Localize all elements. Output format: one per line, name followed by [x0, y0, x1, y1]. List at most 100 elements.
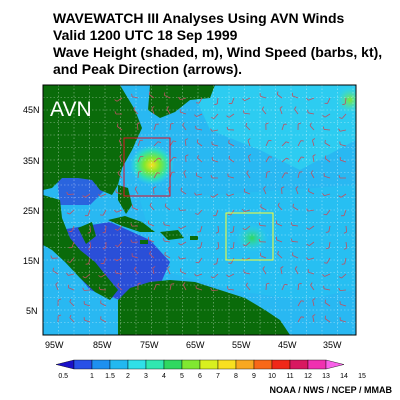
wind-barb [322, 126, 331, 131]
color-scale-label: 4 [162, 373, 166, 380]
wind-barb [265, 171, 271, 179]
lon-label-95w: 95W [45, 340, 64, 350]
wind-barb [307, 269, 315, 275]
wind-barb [149, 202, 155, 211]
wind-barb [151, 106, 155, 115]
wind-barb [246, 170, 251, 179]
wind-barb [281, 186, 285, 195]
wind-barb [228, 97, 235, 104]
wind-barb [169, 140, 177, 147]
land-south-america [118, 280, 290, 335]
wind-barb [341, 257, 347, 265]
wind-barb [226, 126, 235, 131]
wind-barb [83, 301, 91, 307]
wind-barb [197, 225, 203, 233]
wind-barb [230, 225, 235, 233]
wind-barb [294, 266, 299, 275]
lon-label-45w: 45W [278, 340, 297, 350]
color-scale-swatch [325, 359, 345, 370]
wind-barb [210, 193, 219, 198]
wind-barb [297, 122, 302, 131]
color-scale-swatch [163, 359, 183, 370]
land-north-america [43, 85, 142, 195]
wind-barb [325, 225, 331, 233]
wind-barb [69, 298, 75, 307]
wind-barb [134, 266, 139, 275]
wind-barb [117, 170, 123, 179]
lat-label-35n: 35N [23, 156, 40, 166]
wind-barb [312, 138, 316, 147]
wind-barb [292, 252, 299, 259]
wind-barb [102, 241, 107, 250]
wind-barb [265, 122, 269, 131]
lon-label-55w: 55W [232, 340, 251, 350]
wind-barb [130, 239, 139, 243]
wind-barb [290, 222, 299, 227]
color-scale-label: 2 [126, 373, 130, 380]
color-scale-swatch [253, 359, 273, 370]
wind-barb [338, 175, 347, 179]
wind-barb [166, 106, 171, 115]
wind-barb [153, 186, 157, 195]
color-scale-swatch [235, 359, 255, 370]
wind-barb [55, 282, 59, 291]
wind-barb [297, 156, 305, 163]
wind-barb [115, 189, 123, 195]
wind-barb [339, 301, 347, 307]
lat-label-15n: 15N [23, 256, 40, 266]
lon-label-85w: 85W [93, 340, 112, 350]
wind-barb [323, 173, 331, 179]
color-scale-swatch [127, 359, 147, 370]
title-line-3: Wave Height (shaded, m), Wind Speed (bar… [53, 44, 383, 60]
wind-barb [339, 157, 347, 163]
wind-barb [307, 109, 315, 115]
wind-barb [169, 283, 175, 291]
wind-barb [195, 285, 203, 291]
wind-barb [280, 266, 284, 275]
color-scale-label: 12 [304, 373, 312, 380]
wind-barb [281, 141, 290, 147]
wind-barb [114, 257, 123, 262]
wind-barb [326, 241, 331, 249]
wind-barb [196, 139, 203, 147]
title-line-4: and Peak Direction (arrows). [53, 61, 243, 77]
wind-barb [339, 141, 347, 147]
yellow-analysis-box [225, 212, 274, 261]
wind-barb [324, 97, 331, 104]
color-scale-label: 5 [180, 373, 184, 380]
wind-barb [260, 204, 267, 211]
wind-barb [114, 225, 123, 231]
wind-barb [342, 97, 347, 106]
model-label: AVN [50, 98, 92, 121]
wind-barb [117, 282, 123, 291]
wind-barb [66, 191, 75, 196]
wind-barb [214, 97, 219, 106]
wind-barb [164, 203, 171, 211]
wind-barb [323, 209, 331, 216]
wind-barb [261, 106, 267, 115]
wind-barb [178, 241, 187, 246]
wind-barb [100, 257, 107, 264]
wind-barb [153, 141, 162, 147]
lon-label-35w: 35W [323, 340, 342, 350]
wind-barb [163, 221, 171, 227]
color-scale-label: 10 [268, 373, 276, 380]
wind-barb [281, 284, 288, 291]
wind-barb [149, 251, 155, 259]
wind-barb [297, 171, 303, 179]
lat-label-45n: 45N [23, 105, 40, 115]
wind-barb [197, 155, 203, 163]
wind-barb [210, 287, 219, 291]
wind-barb [87, 225, 91, 234]
wind-barb [102, 225, 107, 234]
wind-barb [258, 222, 267, 227]
wind-barb [87, 241, 92, 250]
map-frame [42, 84, 357, 336]
wind-barb [227, 286, 235, 291]
wind-barb [167, 266, 171, 275]
land-central-america [43, 195, 118, 300]
wind-barb [119, 154, 123, 163]
wind-barb [131, 253, 139, 259]
wind-barb [338, 273, 347, 279]
